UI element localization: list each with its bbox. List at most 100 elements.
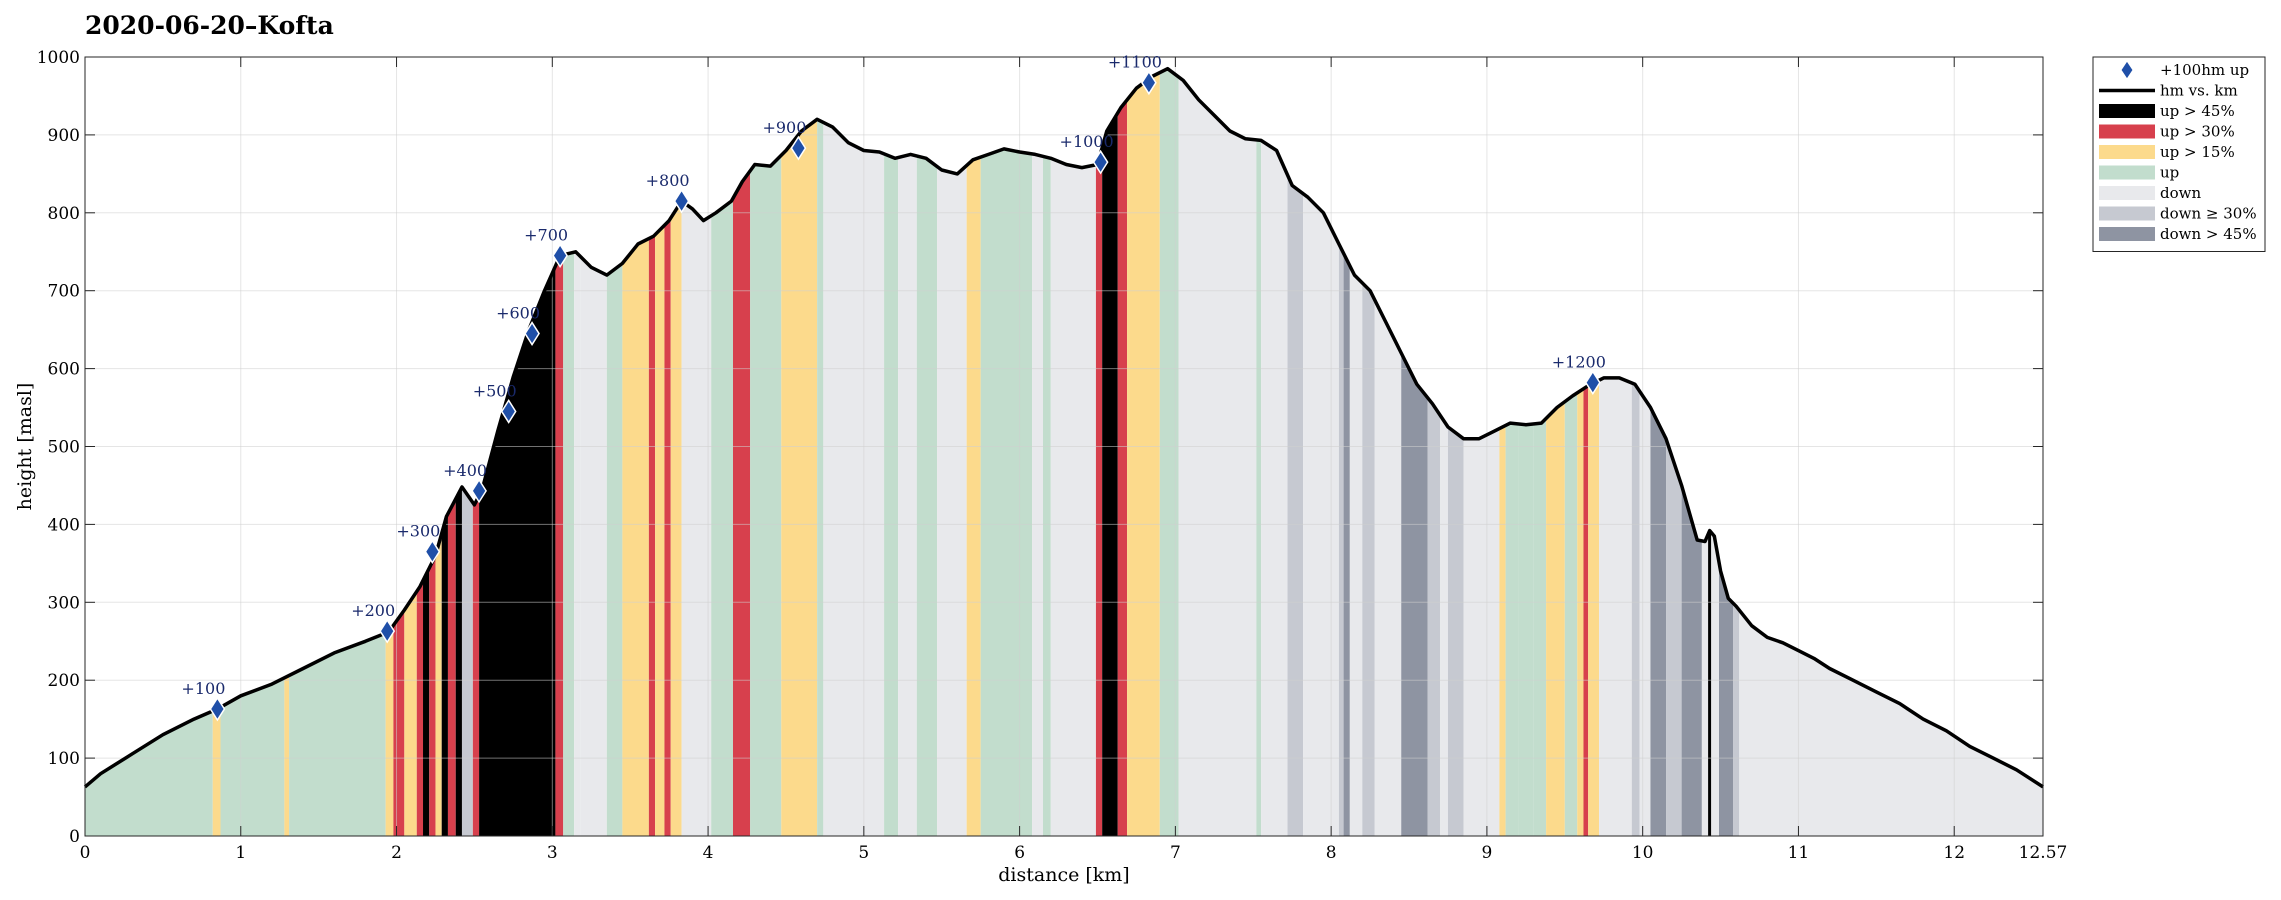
slope-segment-down — [574, 68, 581, 836]
hm-marker — [1092, 149, 1109, 175]
y-tick-label: 600 — [48, 360, 80, 380]
legend-patch-swatch — [2099, 145, 2155, 159]
profile-line — [83, 66, 2044, 789]
x-axis-label: distance [km] — [998, 864, 1129, 886]
hm-marker-label: +500 — [473, 381, 517, 400]
legend-patch-swatch — [2099, 186, 2155, 200]
slope-segment-down — [1440, 68, 1448, 836]
slope-segment-up30 — [664, 68, 671, 836]
x-tick-label: 10 — [1632, 843, 1654, 863]
legend-label: up — [2160, 164, 2179, 182]
y-tick-label: 0 — [69, 827, 80, 847]
hm-marker — [424, 539, 441, 565]
hm-marker-label: +300 — [396, 522, 440, 541]
x-tick-label: 5 — [858, 843, 869, 863]
slope-segment-up15 — [670, 68, 682, 836]
slope-segment-up — [1159, 68, 1179, 836]
x-tick-label: 0 — [80, 843, 91, 863]
slope-segment-up30 — [648, 68, 656, 836]
hm-marker — [500, 399, 517, 424]
slope-segment-down — [937, 68, 967, 836]
hm-marker — [524, 321, 540, 346]
legend-label: +100hm up — [2160, 61, 2249, 79]
x-tick-label: 3 — [547, 843, 558, 863]
x-tick-label: 12.57 — [2019, 843, 2068, 863]
slope-segment-up15 — [655, 68, 665, 836]
slope-segment-up15 — [1127, 68, 1160, 836]
legend-label: up > 30% — [2160, 123, 2235, 141]
hm-marker-label: +200 — [351, 601, 395, 620]
hm-marker — [1584, 370, 1601, 396]
y-tick-label: 900 — [48, 126, 80, 146]
legend: +100hm up hm vs. km up > 45% up > 30% up > 1… — [2092, 56, 2266, 252]
x-tick-label: 2 — [391, 843, 402, 863]
slope-segment-up — [884, 68, 899, 836]
legend-patch-swatch — [2099, 165, 2155, 180]
y-tick-label: 500 — [48, 438, 80, 458]
hm-marker — [1141, 70, 1157, 96]
slope-segment-up45 — [1102, 68, 1118, 836]
slope-segment-up — [711, 68, 733, 836]
hm-marker — [552, 243, 568, 269]
slope-segment-up30 — [555, 68, 564, 836]
slope-segment-up30 — [732, 68, 751, 836]
x-tick-label: 4 — [703, 843, 714, 863]
y-tick-label: 300 — [48, 593, 80, 613]
hm-marker-label: +700 — [524, 226, 568, 245]
hm-marker-label: +1100 — [1108, 53, 1162, 72]
hm-markers: +100 +200 +300 +400 +500 +600 +700 +800 +900 +100… — [181, 53, 1606, 722]
chart-title: 2020-06-20–Kofta — [85, 11, 334, 40]
slope-segment-down — [823, 68, 885, 836]
slope-segment-up — [563, 68, 575, 836]
slope-segment-down30 — [1631, 68, 1640, 836]
x-tick-label: 1 — [235, 843, 246, 863]
hm-marker — [209, 696, 226, 722]
slope-segment-down — [1178, 68, 1257, 836]
axis-ticks: 0 1 2 3 4 5 6 7 8 9 10 11 12 12.570100200300400500600… — [37, 48, 2068, 863]
hm-marker-label: +800 — [646, 171, 690, 190]
slope-segment-down30 — [1287, 68, 1304, 836]
slope-segment-up30 — [1095, 68, 1103, 836]
slope-segment-up — [916, 68, 938, 836]
slope-segment-up15 — [781, 68, 818, 836]
x-tick-label: 9 — [1481, 843, 1492, 863]
slope-segment-down30 — [1338, 68, 1344, 836]
y-tick-label: 400 — [48, 515, 80, 535]
grid-lines — [84, 56, 2044, 837]
y-tick-label: 1000 — [37, 48, 80, 68]
y-tick-label: 700 — [48, 282, 80, 302]
slope-segment-up30 — [1117, 68, 1128, 836]
slope-segment-down — [1261, 68, 1288, 836]
slope-segment-up30 — [1583, 68, 1589, 836]
hm-marker — [673, 188, 690, 214]
x-tick-label: 7 — [1170, 843, 1181, 863]
legend-patch-swatch — [2099, 206, 2155, 221]
slope-segment-up15 — [1577, 68, 1584, 836]
x-tick-label: 8 — [1326, 843, 1337, 863]
legend-label: down — [2160, 184, 2201, 202]
y-tick-label: 800 — [48, 204, 80, 224]
slope-segment-down — [1032, 68, 1043, 836]
slope-segment-down — [1639, 68, 1651, 836]
legend-label: up > 45% — [2160, 102, 2235, 120]
slope-segment-down45 — [1343, 68, 1350, 836]
hm-marker-label: +1000 — [1060, 132, 1114, 151]
legend-patch-swatch — [2099, 104, 2155, 118]
hm-marker-label: +900 — [762, 118, 806, 137]
slope-segment-up — [817, 68, 824, 836]
slope-segment-up — [980, 68, 1033, 836]
slope-segment-up — [750, 68, 782, 836]
slope-segment-up15 — [1499, 68, 1506, 836]
y-axis-label: height [masl] — [14, 383, 36, 511]
y-tick-label: 100 — [48, 749, 80, 769]
legend-patch-swatch — [2099, 227, 2155, 241]
y-tick-label: 200 — [48, 671, 80, 691]
x-tick-label: 6 — [1014, 843, 1025, 863]
hm-marker — [471, 478, 487, 504]
legend-label: down ≥ 30% — [2160, 205, 2257, 223]
x-tick-label: 11 — [1788, 843, 1810, 863]
slope-segment-up — [1042, 68, 1051, 836]
hm-marker-label: +400 — [443, 461, 487, 480]
hm-marker-label: +1200 — [1552, 353, 1606, 372]
